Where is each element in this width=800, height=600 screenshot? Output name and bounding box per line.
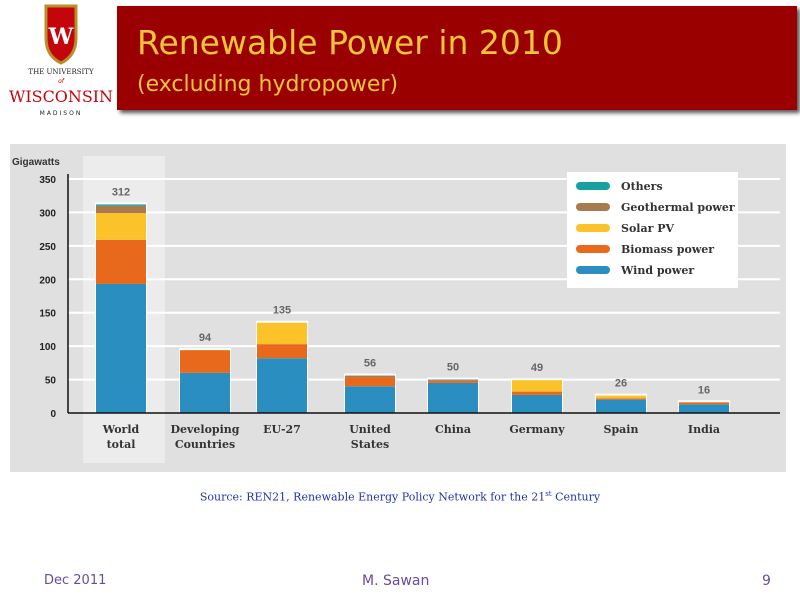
data-label: 56 (364, 358, 376, 370)
y-tick-label: 250 (39, 242, 56, 253)
svg-text:W: W (48, 24, 74, 50)
slide-subtitle: (excluding hydropower) (137, 72, 399, 97)
bar-segment-wind-power (679, 404, 729, 413)
chart: Gigawatts 0 50 100 150 200 250 300 350 312 World to… (10, 144, 786, 472)
bar-segment-biomass-power (428, 380, 478, 383)
y-tick-label: 150 (39, 309, 56, 320)
slide-title: Renewable Power in 2010 (137, 23, 563, 62)
legend-swatch (576, 245, 610, 253)
y-axis-label: Gigawatts (12, 157, 60, 168)
y-tick-label: 200 (39, 275, 56, 286)
x-tick-label: China (435, 423, 471, 436)
page-number: 9 (762, 573, 771, 589)
bar-segment-wind-power (96, 283, 146, 413)
bar-segment-biomass-power (257, 344, 307, 359)
svg-text:THE UNIVERSITY: THE UNIVERSITY (28, 68, 94, 76)
legend-swatch (576, 182, 610, 190)
x-tick-label: India (688, 423, 720, 436)
legend-swatch (576, 203, 610, 211)
legend-swatch (576, 224, 610, 232)
data-label: 94 (199, 332, 212, 344)
x-tick-label: States (351, 438, 389, 451)
y-tick-label: 350 (39, 175, 56, 186)
bar-segment-geothermal-power (345, 375, 395, 378)
svg-text:MADISON: MADISON (40, 110, 83, 117)
university-logo: W THE UNIVERSITY of WISCONSIN MADISON (6, 4, 116, 120)
data-label: 50 (447, 362, 459, 374)
legend-entry: Others (621, 180, 663, 193)
bar-segment-geothermal-power (96, 205, 146, 214)
svg-text:of: of (58, 78, 65, 85)
bar-segment-solar-pv (96, 213, 146, 240)
data-label: 312 (112, 186, 130, 198)
x-tick-label: Countries (175, 438, 235, 451)
legend-entry: Biomass power (621, 243, 714, 256)
bar-segment-solar-pv (596, 395, 646, 399)
data-label: 49 (531, 362, 543, 374)
bar-segment-wind-power (180, 372, 230, 413)
bar-segment-wind-power (596, 399, 646, 413)
source-citation: Source: REN21, Renewable Energy Policy N… (199, 490, 601, 504)
bar-segment-wind-power (345, 386, 395, 413)
title-bar: Renewable Power in 2010 (excluding hydro… (117, 6, 797, 110)
svg-text:WISCONSIN: WISCONSIN (9, 87, 113, 106)
bar-segment-biomass-power (679, 402, 729, 405)
y-tick-label: 100 (39, 342, 56, 353)
legend-swatch (576, 266, 610, 274)
x-tick-label: United (349, 423, 391, 436)
x-tick-label: total (107, 438, 136, 451)
bar-segment-wind-power (257, 358, 307, 413)
y-tick-label: 0 (50, 409, 56, 420)
bar-segment-biomass-power (512, 391, 562, 395)
bar-segment-biomass-power (96, 239, 146, 284)
data-label: 135 (273, 305, 291, 317)
bar-segment-wind-power (512, 394, 562, 413)
legend-entry: Wind power (620, 264, 694, 277)
bar-segment-solar-pv (512, 380, 562, 392)
x-tick-label: Spain (604, 423, 639, 436)
bar-segment-biomass-power (345, 377, 395, 387)
footer-author: M. Sawan (362, 573, 430, 589)
x-tick-label: Developing (170, 423, 239, 436)
data-label: 26 (615, 378, 627, 390)
bar-segment-wind-power (428, 382, 478, 413)
footer-date: Dec 2011 (44, 573, 107, 588)
y-tick-label: 50 (45, 376, 57, 387)
bar-segment-biomass-power (180, 350, 230, 373)
x-tick-label: Germany (509, 423, 565, 436)
bar-segment-others (96, 204, 146, 206)
bar-segment-solar-pv (257, 322, 307, 345)
x-tick-label: EU-27 (263, 423, 301, 436)
bar-segment-biomass-power (596, 398, 646, 400)
stacked-bar-chart: Gigawatts 0 50 100 150 200 250 300 350 312 World to… (12, 156, 780, 463)
legend-entry: Geothermal power (621, 201, 735, 214)
y-tick-label: 300 (39, 208, 56, 219)
x-tick-label: World (102, 423, 140, 436)
bar-segment-others (428, 379, 478, 381)
data-label: 16 (698, 384, 710, 396)
legend-entry: Solar PV (621, 222, 674, 235)
